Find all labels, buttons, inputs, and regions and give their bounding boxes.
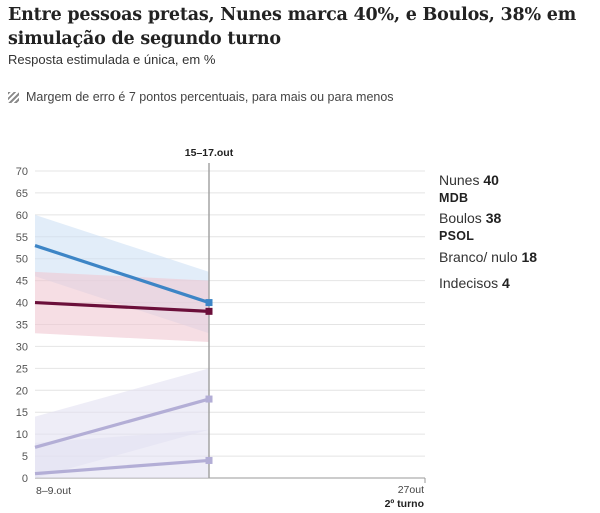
legend-nunes-party: MDB: [439, 191, 469, 205]
x-tick-label: 15–17.out: [185, 147, 234, 159]
y-tick-label: 25: [16, 363, 28, 375]
data-point-indecisos: [205, 456, 213, 464]
legend-branco-nulo-value: 18: [521, 249, 538, 265]
series-line-nunes: [34, 244, 210, 305]
y-tick-label: 5: [22, 451, 28, 463]
legend-nunes-name: Nunes: [439, 172, 480, 188]
x-tick-label: 8–9.out: [36, 485, 71, 497]
chart-subtitle: Resposta estimulada e única, em %: [8, 52, 216, 67]
y-tick-label: 45: [16, 276, 28, 288]
x-axis-ticks: 8–9.out 15–17.out 27out 2º turno: [36, 147, 424, 510]
data-point-boulos: [205, 307, 213, 315]
y-tick-label: 30: [16, 341, 28, 353]
y-axis-ticks: 0 5 10 15 20 25 30 35 40 45 50 55 60 65 70: [16, 166, 28, 485]
series-lines: [34, 244, 213, 476]
data-point-branco-nulo: [205, 395, 213, 403]
legend-indecisos-name: Indecisos: [439, 275, 499, 291]
y-tick-label: 50: [16, 254, 28, 266]
y-tick-label: 35: [16, 320, 28, 332]
legend-boulos: Boulos 38 PSOL: [439, 210, 501, 245]
legend-boulos-party: PSOL: [439, 229, 475, 243]
legend-indecisos-value: 4: [502, 275, 510, 291]
chart-title: Entre pessoas pretas, Nunes marca 40%, e…: [8, 5, 577, 49]
legend-boulos-value: 38: [485, 210, 502, 226]
legend-nunes-value: 40: [483, 172, 499, 188]
y-tick-label: 20: [16, 385, 28, 397]
x-tick-label: 27out: [398, 484, 424, 496]
legend-indecisos: Indecisos 4: [439, 275, 510, 292]
y-tick-label: 60: [16, 210, 28, 222]
margin-of-error-text: Margem de erro é 7 pontos percentuais, p…: [26, 90, 394, 104]
error-band-indecisos: [35, 429, 209, 478]
y-tick-label: 40: [16, 298, 28, 310]
y-tick-label: 10: [16, 429, 28, 441]
legend-branco-nulo-name: Branco/ nulo: [439, 249, 518, 265]
series-line-indecisos: [34, 458, 210, 476]
margin-of-error-note: Margem de erro é 7 pontos percentuais, p…: [8, 90, 394, 104]
series-line-boulos: [34, 300, 210, 313]
y-tick-label: 55: [16, 232, 28, 244]
legend-nunes: Nunes 40 MDB: [439, 172, 499, 207]
x-tick-note: 2º turno: [385, 498, 424, 510]
legend-branco-nulo: Branco/ nulo 18: [439, 249, 537, 266]
series-line-branco-nulo: [34, 397, 210, 449]
legend-boulos-name: Boulos: [439, 210, 482, 226]
y-tick-label: 15: [16, 407, 28, 419]
hatch-swatch-icon: [8, 91, 19, 103]
data-point-nunes: [205, 299, 213, 307]
y-tick-label: 65: [16, 188, 28, 200]
y-tick-label: 0: [22, 473, 28, 485]
y-tick-label: 70: [16, 166, 28, 178]
